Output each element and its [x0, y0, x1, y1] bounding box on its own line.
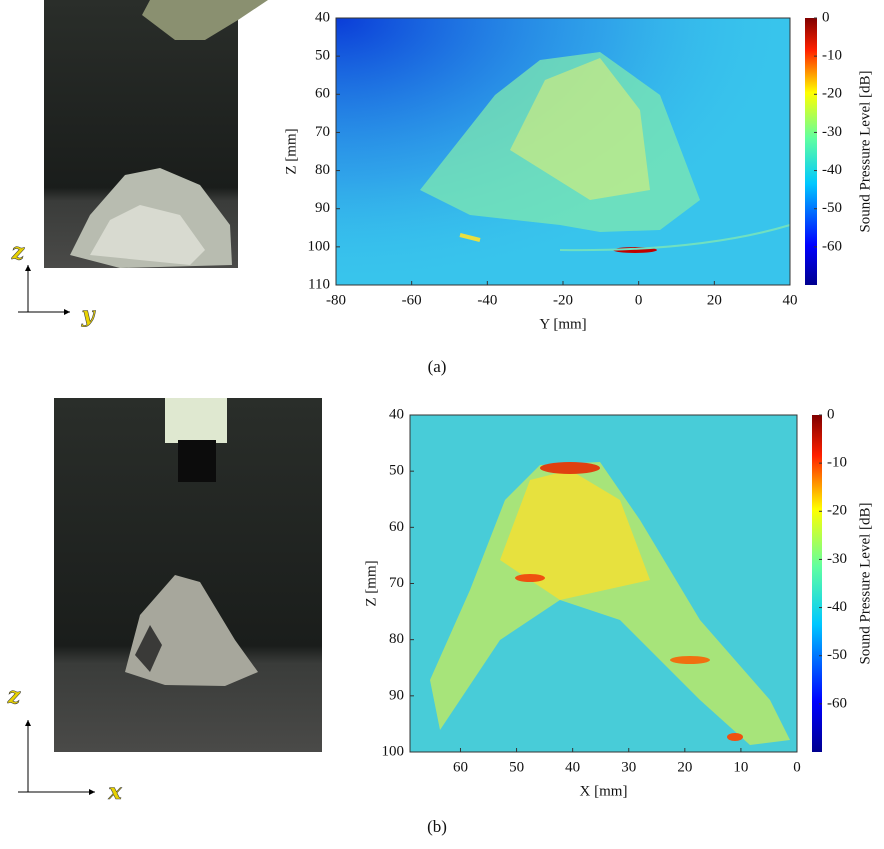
photo-b	[54, 398, 322, 752]
panel-label: (b)	[427, 817, 447, 836]
photo-axis-label: x	[107, 779, 122, 805]
colorbar-tick-label: -60	[822, 238, 842, 254]
x-tick-label: 40	[565, 759, 580, 775]
panel-label: (a)	[428, 357, 447, 376]
colorbar-tick-label: -50	[822, 200, 842, 216]
colorbar-tick-label: -50	[827, 647, 847, 663]
x-tick-label: 40	[783, 292, 798, 308]
colorbar	[812, 415, 822, 752]
colorbar-tick-label: -20	[822, 86, 842, 102]
y-tick-label: 90	[389, 687, 404, 703]
y-tick-label: 100	[382, 743, 405, 759]
x-tick-label: 20	[677, 759, 692, 775]
colorbar-tick-label: 0	[822, 9, 830, 25]
figure: -80-60-40-2002040405060708090100110Y [mm…	[0, 0, 884, 844]
arrow-head	[89, 789, 95, 795]
colorbar-tick-label: -30	[827, 551, 847, 567]
x-tick-label: 60	[453, 759, 468, 775]
arrow-head	[25, 265, 31, 271]
y-tick-label: 80	[389, 631, 404, 647]
y-tick-label: 80	[315, 162, 330, 178]
colorbar-tick-label: -10	[822, 48, 842, 64]
x-tick-label: 30	[621, 759, 636, 775]
x-tick-label: -40	[477, 292, 497, 308]
y-tick-label: 70	[389, 575, 404, 591]
y-tick-label: 40	[389, 406, 404, 422]
x-tick-label: 50	[509, 759, 524, 775]
y-axis-label: Z [mm]	[283, 128, 299, 174]
y-tick-label: 100	[308, 238, 331, 254]
y-tick-label: 40	[315, 9, 330, 25]
photo-axis-label: z	[7, 683, 21, 709]
x-tick-label: 20	[707, 292, 722, 308]
x-tick-label: 0	[635, 292, 643, 308]
y-tick-label: 50	[389, 463, 404, 479]
colorbar-tick-label: -40	[827, 599, 847, 615]
colorbar-tick-label: 0	[827, 406, 835, 422]
colorbar-label: Sound Pressure Level [dB]	[857, 70, 873, 232]
x-tick-label: -80	[326, 292, 346, 308]
y-tick-label: 70	[315, 124, 330, 140]
y-tick-label: 50	[315, 48, 330, 64]
photo-axis-label: y	[81, 302, 97, 328]
colorbar	[805, 18, 817, 285]
y-tick-label: 90	[315, 200, 330, 216]
x-tick-label: -20	[553, 292, 573, 308]
colorbar-tick-label: -10	[827, 455, 847, 471]
photo-a	[44, 0, 268, 268]
colorbar-tick-label: -60	[827, 695, 847, 711]
x-tick-label: -60	[402, 292, 422, 308]
arrow-head	[25, 720, 31, 726]
photo-axis-label: z	[11, 239, 25, 265]
x-axis-label: Y [mm]	[539, 316, 586, 332]
colorbar-tick-label: -40	[822, 162, 842, 178]
x-axis-label: X [mm]	[580, 783, 628, 799]
x-tick-label: 0	[793, 759, 801, 775]
y-tick-label: 60	[389, 519, 404, 535]
y-axis-label: Z [mm]	[363, 560, 379, 606]
colorbar-label: Sound Pressure Level [dB]	[857, 502, 873, 664]
colorbar-tick-label: -20	[827, 503, 847, 519]
colorbar-tick-label: -30	[822, 124, 842, 140]
x-tick-label: 10	[733, 759, 748, 775]
heatmap-image-a	[336, 18, 790, 285]
arrow-head	[64, 309, 70, 315]
heatmap-image-b	[410, 415, 797, 752]
y-tick-label: 60	[315, 86, 330, 102]
y-tick-label: 110	[308, 276, 330, 292]
